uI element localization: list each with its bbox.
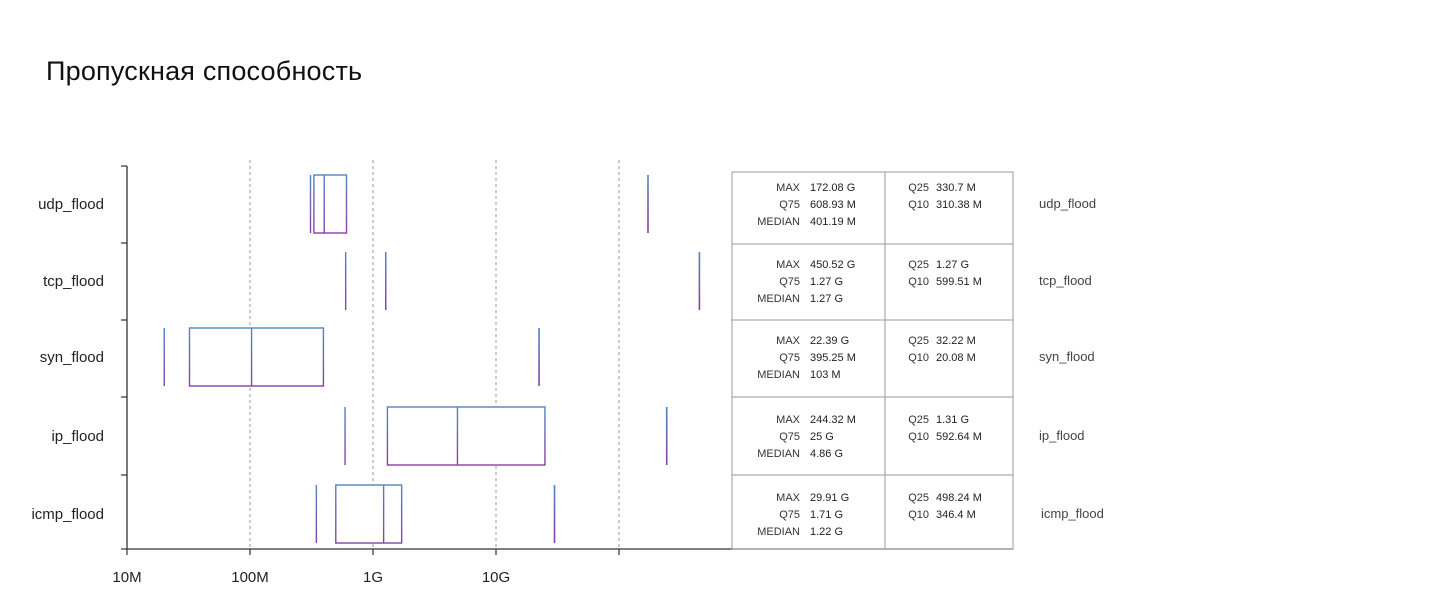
boxes — [163, 174, 701, 544]
stat-value-q75: 1.27 G — [810, 276, 843, 288]
stat-value-median: 1.22 G — [810, 526, 843, 538]
category-label: icmp_flood — [31, 506, 104, 523]
whisker-cap-high — [698, 252, 701, 310]
x-tick-label: 10M — [112, 569, 141, 586]
stat-key-q10: Q10 — [908, 276, 929, 288]
category-label: syn_flood — [40, 349, 104, 366]
stat-key-q25: Q25 — [908, 182, 929, 194]
median-line — [382, 485, 385, 543]
stat-key-max: MAX — [776, 182, 801, 194]
stat-key-q10: Q10 — [908, 509, 929, 521]
stat-key-median: MEDIAN — [757, 526, 800, 538]
stat-value-q25: 1.31 G — [936, 414, 969, 426]
stat-value-max: 450.52 G — [810, 259, 855, 271]
stat-key-max: MAX — [776, 335, 801, 347]
stat-key-q10: Q10 — [908, 199, 929, 211]
series-label-right: udp_flood — [1039, 196, 1096, 211]
stat-key-q75: Q75 — [779, 276, 800, 288]
box-syn_flood — [163, 327, 540, 387]
iqr-box — [188, 327, 325, 387]
stat-value-q75: 1.71 G — [810, 509, 843, 521]
stat-key-median: MEDIAN — [757, 293, 800, 305]
category-label: tcp_flood — [43, 273, 104, 290]
median-line — [385, 252, 387, 310]
stat-key-q75: Q75 — [779, 199, 800, 211]
median-line — [456, 407, 459, 465]
whisker-cap-low — [344, 252, 347, 310]
stat-key-q10: Q10 — [908, 352, 929, 364]
stat-value-q25: 498.24 M — [936, 492, 982, 504]
stat-key-q25: Q25 — [908, 492, 929, 504]
x-tick-label: 100M — [231, 569, 269, 586]
x-tick-label: 10G — [482, 569, 510, 586]
category-label: udp_flood — [38, 196, 104, 213]
whisker-cap-high — [647, 175, 649, 233]
stat-key-max: MAX — [776, 492, 801, 504]
stat-value-median: 103 M — [810, 369, 841, 381]
stat-value-q10: 20.08 M — [936, 352, 976, 364]
stat-key-median: MEDIAN — [757, 216, 800, 228]
stat-value-median: 4.86 G — [810, 448, 843, 460]
series-label-right: tcp_flood — [1039, 273, 1092, 288]
series-label-right: ip_flood — [1039, 428, 1085, 443]
iqr-box — [386, 406, 546, 466]
stat-key-q25: Q25 — [908, 414, 929, 426]
iqr-box — [313, 174, 348, 234]
whisker-cap-high — [538, 328, 540, 386]
whisker-cap-low — [344, 407, 346, 465]
box-icmp_flood — [315, 484, 556, 544]
stat-value-q10: 310.38 M — [936, 199, 982, 211]
whisker-cap-high — [665, 407, 668, 465]
series-label-right: icmp_flood — [1041, 506, 1104, 521]
stat-key-q25: Q25 — [908, 335, 929, 347]
axes: 10M 100M 1G 10G udp_flood tcp_flood syn_floodi… — [31, 165, 1013, 586]
stat-key-q25: Q25 — [908, 259, 929, 271]
stat-key-q75: Q75 — [779, 352, 800, 364]
median-line — [250, 328, 253, 386]
page-title: Пропускная способность — [46, 56, 363, 86]
stat-value-max: 29.91 G — [810, 492, 849, 504]
stat-value-q25: 330.7 M — [936, 182, 976, 194]
stat-value-median: 401.19 M — [810, 216, 856, 228]
stat-value-q10: 599.51 M — [936, 276, 982, 288]
whisker-cap-low — [309, 175, 312, 233]
median-line — [323, 175, 325, 233]
series-label-right: syn_flood — [1039, 349, 1095, 364]
stat-value-median: 1.27 G — [810, 293, 843, 305]
stats-table-frame — [731, 171, 1014, 550]
stat-value-q25: 32.22 M — [936, 335, 976, 347]
whisker-cap-low — [163, 328, 165, 386]
box-udp_flood — [309, 174, 649, 234]
stat-value-q75: 608.93 M — [810, 199, 856, 211]
whisker-cap-low — [315, 485, 318, 543]
stat-value-max: 244.32 M — [810, 414, 856, 426]
stat-key-median: MEDIAN — [757, 369, 800, 381]
stat-value-q75: 395.25 M — [810, 352, 856, 364]
stat-key-max: MAX — [776, 414, 801, 426]
stat-value-max: 22.39 G — [810, 335, 849, 347]
stat-key-q75: Q75 — [779, 509, 800, 521]
category-label: ip_flood — [51, 428, 104, 445]
box-ip_flood — [344, 406, 668, 466]
stat-value-q10: 346.4 M — [936, 509, 976, 521]
stat-key-q75: Q75 — [779, 431, 800, 443]
stat-key-median: MEDIAN — [757, 448, 800, 460]
iqr-box — [335, 484, 403, 544]
stat-value-q75: 25 G — [810, 431, 834, 443]
stat-value-max: 172.08 G — [810, 182, 855, 194]
stats-table: MAX 172.08 G Q75 608.93 M MEDIAN 401.19 M Q25 3… — [731, 171, 1104, 550]
x-tick-label: 1G — [363, 569, 383, 586]
whisker-cap-high — [553, 485, 556, 543]
stat-value-q25: 1.27 G — [936, 259, 969, 271]
stat-key-max: MAX — [776, 259, 801, 271]
stat-value-q10: 592.64 M — [936, 431, 982, 443]
box-tcp_flood — [344, 252, 701, 310]
stat-key-q10: Q10 — [908, 431, 929, 443]
